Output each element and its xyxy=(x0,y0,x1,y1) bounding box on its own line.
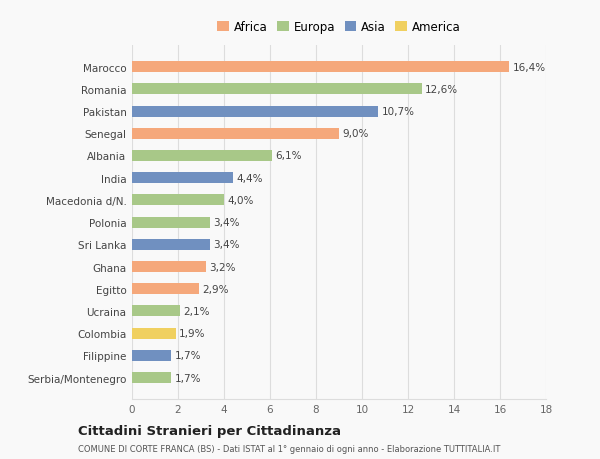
Text: 3,4%: 3,4% xyxy=(214,240,240,250)
Bar xyxy=(132,84,422,95)
Text: 6,1%: 6,1% xyxy=(276,151,302,161)
Bar xyxy=(132,173,233,184)
Bar xyxy=(132,62,509,73)
Text: 10,7%: 10,7% xyxy=(382,107,415,117)
Bar xyxy=(132,151,272,162)
Bar xyxy=(132,217,210,228)
Bar xyxy=(132,195,224,206)
Bar xyxy=(132,372,171,383)
Bar xyxy=(132,129,339,140)
Text: 3,2%: 3,2% xyxy=(209,262,236,272)
Text: 1,7%: 1,7% xyxy=(175,373,201,383)
Text: 9,0%: 9,0% xyxy=(343,129,369,139)
Bar xyxy=(132,284,199,295)
Bar xyxy=(132,306,181,317)
Bar xyxy=(132,106,378,118)
Text: Cittadini Stranieri per Cittadinanza: Cittadini Stranieri per Cittadinanza xyxy=(78,424,341,437)
Text: 16,4%: 16,4% xyxy=(512,62,546,73)
Bar xyxy=(132,328,176,339)
Bar xyxy=(132,261,206,273)
Text: 3,4%: 3,4% xyxy=(214,218,240,228)
Text: 2,9%: 2,9% xyxy=(202,284,229,294)
Bar xyxy=(132,350,171,361)
Text: 12,6%: 12,6% xyxy=(425,84,458,95)
Text: 4,4%: 4,4% xyxy=(236,174,263,183)
Text: 1,9%: 1,9% xyxy=(179,329,206,338)
Text: 4,0%: 4,0% xyxy=(227,196,254,206)
Legend: Africa, Europa, Asia, America: Africa, Europa, Asia, America xyxy=(215,19,463,36)
Text: 1,7%: 1,7% xyxy=(175,351,201,361)
Text: COMUNE DI CORTE FRANCA (BS) - Dati ISTAT al 1° gennaio di ogni anno - Elaborazio: COMUNE DI CORTE FRANCA (BS) - Dati ISTAT… xyxy=(78,444,500,453)
Text: 2,1%: 2,1% xyxy=(184,306,210,316)
Bar xyxy=(132,239,210,250)
